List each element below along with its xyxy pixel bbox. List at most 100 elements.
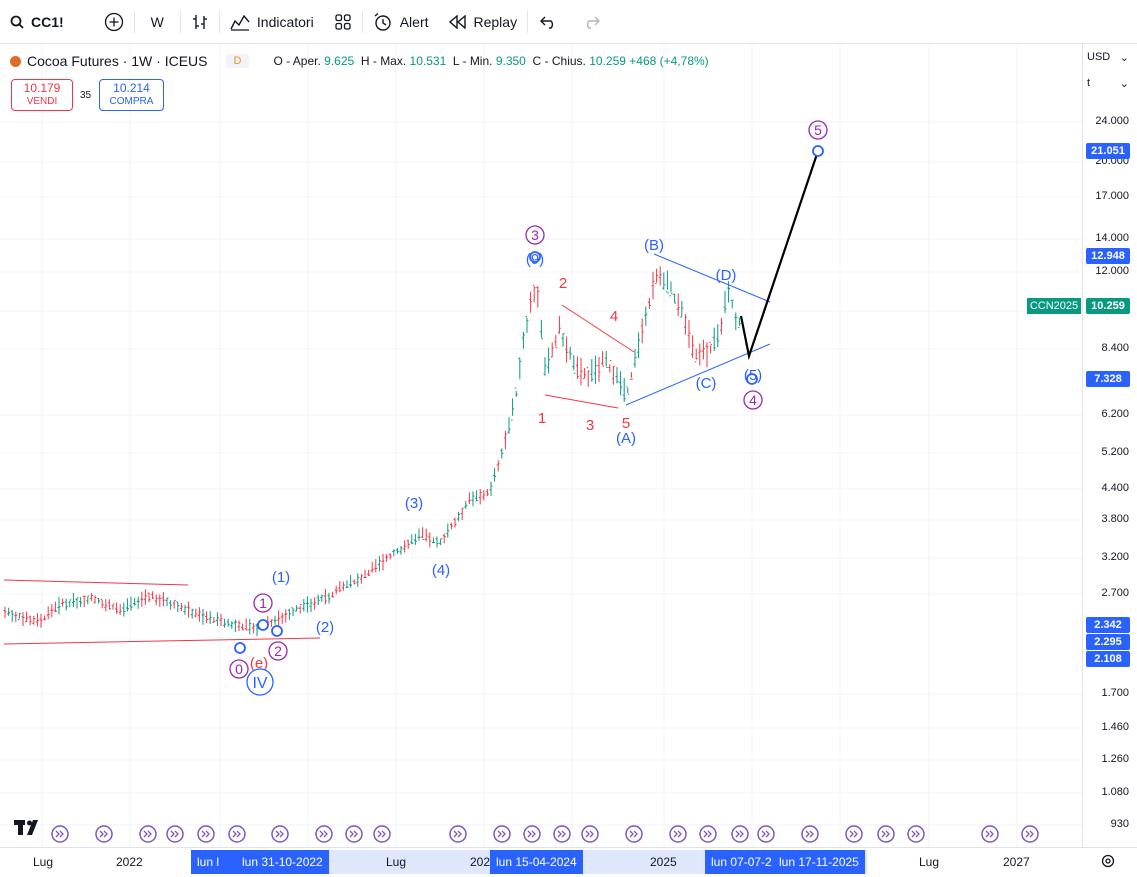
event-marker-icon[interactable] [449,825,467,843]
wave-circle [525,225,545,245]
change-value: +468 (+4,78%) [629,54,709,68]
price-bar [327,592,331,604]
event-arrow-icon [805,830,814,838]
pivot-marker[interactable] [271,625,283,637]
event-marker-icon[interactable] [197,825,215,843]
unit-select[interactable]: t ⌄ [1087,77,1131,90]
event-marker-icon[interactable] [228,825,246,843]
indicators-button[interactable]: Indicatori [220,0,324,44]
undo-button[interactable] [528,0,570,44]
chart-type-button[interactable] [181,0,219,44]
event-marker-icon[interactable] [845,825,863,843]
event-marker-icon[interactable] [669,825,687,843]
price-chart[interactable]: 5 3 4 1 2 0 (1) (2) (3) (4) (A) (B) (C) … [0,44,1137,877]
event-marker-icon[interactable] [625,825,643,843]
minor-2-label: 2 [559,275,567,292]
price-bar [435,536,439,548]
event-marker-icon[interactable] [907,825,925,843]
price-bar [334,585,338,595]
event-marker-icon[interactable] [553,825,571,843]
price-bar [129,596,133,611]
price-bar [615,367,619,384]
alarm-clock-icon [374,12,391,31]
wave-(4)-label: (4) [432,562,450,579]
price-axis-label: 8.400 [1101,342,1129,354]
event-marker-icon[interactable] [345,825,363,843]
interval-button[interactable]: W [135,0,180,44]
price-bar [719,317,723,335]
price-bar [21,612,25,626]
symbol-title[interactable]: Cocoa Futures · 1W · ICEUS [27,53,208,69]
triangle-lower-line[interactable] [544,394,619,409]
event-marker-icon[interactable] [877,825,895,843]
price-bar [698,343,702,366]
price-bar [662,272,666,290]
currency-select[interactable]: USD ⌄ [1087,51,1131,64]
event-marker-icon[interactable] [731,825,749,843]
event-marker-icon[interactable] [373,825,391,843]
price-bar [68,599,72,608]
price-bar [428,532,432,548]
price-axis[interactable] [1082,44,1137,847]
time-highlight-2: lun 15-04-2024 [490,850,583,874]
settings-gear-icon[interactable] [1100,853,1116,874]
blue-triangle-upper-line[interactable] [653,253,771,303]
triangle-upper-line[interactable] [561,304,635,353]
price-bar [233,619,237,633]
event-marker-icon[interactable] [699,825,717,843]
price-bar [341,581,345,591]
templates-button[interactable] [324,0,362,44]
blue-triangle-lower-line[interactable] [625,343,771,406]
price-bar [363,569,367,579]
delayed-badge[interactable]: D [225,54,250,68]
event-marker-icon[interactable] [757,825,775,843]
price-bar [147,592,151,603]
event-marker-icon[interactable] [166,825,184,843]
price-bar [208,611,212,625]
event-arrow-icon [201,830,210,838]
price-bar [385,554,389,562]
price-bar [187,601,191,618]
price-bar [201,609,205,625]
price-bar [284,609,288,623]
price-bar [169,600,173,610]
event-marker-icon[interactable] [51,825,69,843]
redo-icon [587,16,601,29]
event-marker-icon[interactable] [139,825,157,843]
pivot-marker[interactable] [746,373,758,385]
event-marker-icon[interactable] [981,825,999,843]
tradingview-logo[interactable] [14,818,44,841]
price-bar [100,598,104,609]
price-bar [579,357,583,386]
alert-button[interactable]: Alert [363,0,439,44]
sell-button[interactable]: 10.179 VENDI [11,79,73,111]
event-arrow-icon [849,830,858,838]
event-marker-icon[interactable] [315,825,333,843]
compare-button[interactable] [94,0,134,44]
range-upper-line[interactable] [3,579,189,586]
event-marker-icon[interactable] [1021,825,1039,843]
event-marker-icon[interactable] [581,825,599,843]
event-arrow-icon [911,830,920,838]
event-marker-icon[interactable] [523,825,541,843]
projection-path[interactable] [739,150,820,361]
event-marker-icon[interactable] [493,825,511,843]
time-highlight-1: lun 31-10-2022 [236,850,329,874]
event-marker-icon[interactable] [801,825,819,843]
event-arrow-icon [881,830,890,838]
symbol-logo-icon [10,55,21,67]
replay-button[interactable]: Replay [439,0,528,44]
pivot-marker[interactable] [234,642,246,654]
low-label: L - Min. [452,54,493,68]
event-marker-icon[interactable] [271,825,289,843]
pivot-marker[interactable] [257,619,269,631]
redo-button[interactable] [570,0,612,44]
price-bar [46,606,50,620]
price-axis-label: 1.460 [1101,721,1129,733]
target-marker[interactable] [812,145,824,157]
event-marker-icon[interactable] [95,825,113,843]
symbol-search[interactable]: CC1! [0,0,94,44]
range-lower-line[interactable] [3,637,321,645]
pivot-marker[interactable] [529,251,541,263]
buy-button[interactable]: 10.214 COMPRA [99,79,164,111]
